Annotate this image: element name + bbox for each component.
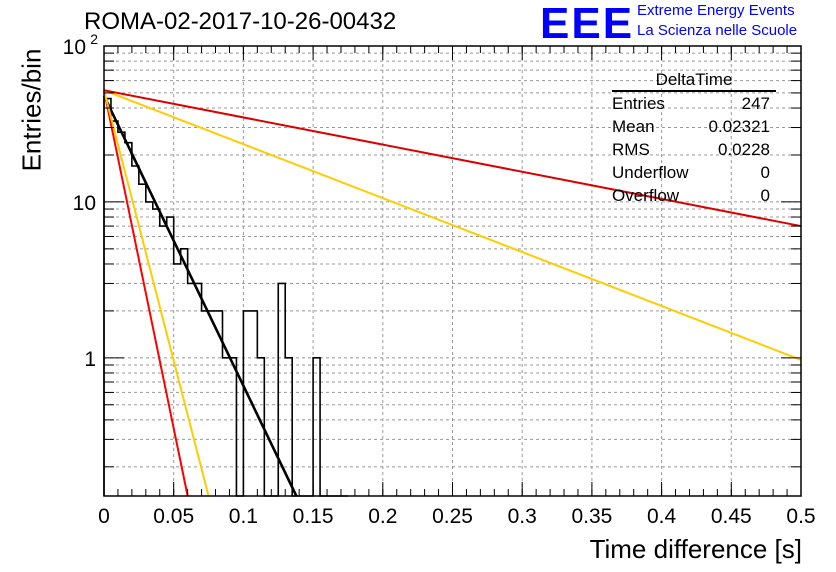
stats-row: Overflow 0 [612, 184, 776, 207]
grid [104, 46, 801, 496]
stats-title: DeltaTime [612, 70, 776, 92]
stats-value: 0.02321 [708, 117, 770, 136]
x-tick-label: 0.35 [571, 505, 612, 528]
logo-subtitle-1: Extreme Energy Events [637, 2, 795, 19]
x-axis-label: Time difference [s] [589, 534, 802, 564]
stats-label: RMS [612, 140, 650, 159]
eee-logo: EEE [540, 0, 635, 48]
x-tick-label: 0.3 [508, 505, 537, 528]
x-tick-label: 0.5 [786, 505, 815, 528]
x-tick-label: 0.45 [711, 505, 752, 528]
logo-subtitle-2: La Scienza nelle Scuole [637, 22, 798, 39]
chart-title: ROMA-02-2017-10-26-00432 [84, 8, 397, 35]
fit-line [103, 90, 189, 497]
x-tick-label: 0.1 [229, 505, 258, 528]
stats-row: RMS 0.0228 [612, 138, 776, 161]
y-tick-exponent: 2 [90, 31, 98, 47]
histogram-outline [103, 97, 348, 497]
stats-value: 0.0228 [718, 140, 770, 159]
stats-label: Underflow [612, 163, 689, 182]
stats-row: Underflow 0 [612, 161, 776, 184]
x-tick-label: 0.4 [647, 505, 677, 528]
axis-ticks: 0 0.05 0.1 0.15 0.2 0.25 0.3 0.35 0.4 0.45 0.5 1 10 1… [63, 31, 816, 528]
stats-value: 0 [760, 186, 770, 205]
y-tick-label: 10 [63, 36, 86, 59]
y-tick-label: 1 [84, 348, 96, 371]
y-tick-label: 10 [73, 192, 96, 215]
x-tick-label: 0.2 [368, 505, 397, 528]
stats-label: Mean [612, 117, 655, 136]
fit-line [102, 95, 298, 497]
stats-label: Overflow [612, 186, 680, 205]
x-tick-label: 0.05 [153, 505, 194, 528]
stats-value: 247 [741, 94, 770, 113]
stats-row: Entries 247 [612, 92, 776, 115]
stats-value: 0 [760, 163, 770, 182]
histogram-series [103, 97, 348, 497]
stats-label: Entries [612, 94, 665, 113]
x-tick-label: 0 [98, 505, 110, 528]
fit-line [103, 89, 802, 228]
x-tick-label: 0.15 [293, 505, 334, 528]
fit-lines [102, 89, 802, 497]
fit-line [103, 89, 802, 361]
stats-row: Mean 0.02321 [612, 115, 776, 138]
y-axis-label: Entries/bin [16, 48, 47, 172]
fit-line [103, 90, 210, 497]
stats-box: DeltaTime Entries 247 Mean 0.02321 RMS 0… [612, 70, 776, 207]
x-tick-label: 0.25 [432, 505, 473, 528]
